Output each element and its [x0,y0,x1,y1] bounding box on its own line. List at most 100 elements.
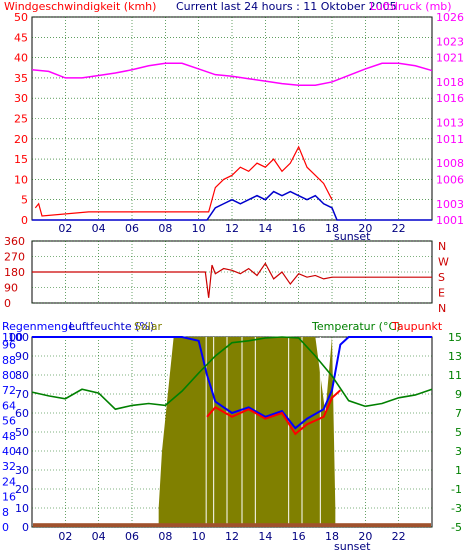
x-tick-label: 02 [58,530,72,543]
compass-label: S [438,271,445,284]
sunset-label-top: sunset [334,230,371,243]
x-tick-label: 16 [292,222,306,235]
wind-speed-legend: Windgeschwindigkeit (kmh) [4,0,156,13]
y-tick-label-temperature: -3 [451,502,462,515]
y-tick-label-humidity: 100 [8,331,29,344]
y-tick-label-rain: 80 [2,369,16,382]
y-tick-label-wind: 10 [14,173,28,186]
y-tick-label-direction: 360 [4,235,25,248]
x-tick-label: 12 [225,530,239,543]
y-tick-label-wind: 20 [14,133,28,146]
y-tick-label-temperature: 11 [448,369,462,382]
y-tick-label-wind: 30 [14,92,28,105]
y-tick-label-humidity: 40 [15,445,29,458]
y-tick-label-temperature: -5 [451,521,462,534]
y-tick-label-rain: 32 [2,460,16,473]
pressure-legend: Luftdruck (mb) [370,0,452,13]
x-tick-label: 06 [125,222,139,235]
panel-weather-combined-xticks: 02 04 06 08 10 12 14 16 18 20 22 [58,530,405,543]
temperature-legend: Temperatur (°C) [311,320,400,333]
y-tick-label-pressure: 1013 [436,117,464,130]
x-tick-label: 04 [92,222,106,235]
y-tick-label-pressure: 1006 [436,173,464,186]
y-tick-label-rain: 24 [2,475,16,488]
x-tick-label: 14 [258,222,272,235]
y-tick-label-humidity: 90 [15,350,29,363]
y-tick-label-wind: 45 [14,31,28,44]
x-tick-label: 08 [158,222,172,235]
chart-title: Current last 24 hours : 11 Oktober 2005 [176,0,397,13]
y-tick-label-rain: 56 [2,415,16,428]
wind-direction-line [32,262,432,298]
x-tick-label: 20 [358,222,372,235]
y-tick-label-pressure: 1001 [436,214,464,227]
y-tick-label-temperature: 5 [455,426,462,439]
y-tick-label-humidity: 60 [15,407,29,420]
y-tick-label-rain: 8 [2,506,9,519]
y-tick-label-rain: 96 [2,339,16,352]
y-tick-label-pressure: 1003 [436,198,464,211]
panel-weather-combined-axes: 15131197531-1-3-510096888072645648403224… [2,331,462,534]
sunset-label-bottom: sunset [334,540,371,552]
y-tick-label-rain: 16 [2,491,16,504]
y-tick-label-rain: 72 [2,384,16,397]
x-tick-label: 18 [325,530,339,543]
y-tick-label-wind: 35 [14,72,28,85]
x-tick-label: 16 [292,530,306,543]
x-tick-label: 04 [92,530,106,543]
y-tick-label-humidity: 70 [15,388,29,401]
temperature-line [31,336,433,411]
x-tick-label: 20 [358,530,372,543]
y-tick-label-rain: 64 [2,399,16,412]
x-tick-label: 14 [258,530,272,543]
panel-wind-pressure-xticks: 02 04 06 08 10 12 14 16 18 20 22 [58,222,405,235]
y-tick-label-rain: 88 [2,354,16,367]
compass-label: N [438,302,446,315]
y-tick-label-humidity: 80 [15,369,29,382]
y-tick-label-rain: 40 [2,445,16,458]
panel-wind-pressure-axes: 0 5 10 15 20 25 30 35 40 45 50 1001 1003 1006 1008 1011… [14,11,464,227]
y-tick-label-wind: 0 [21,214,28,227]
y-tick-label-direction: 270 [4,251,25,264]
rain-legend: Regenmenge [2,320,75,333]
y-tick-label-temperature: 13 [448,350,462,363]
x-tick-label: 08 [158,530,172,543]
x-tick-label: 18 [325,222,339,235]
y-tick-label-wind: 50 [14,11,28,24]
panel-wind-pressure-series [31,62,433,221]
panel-wind-pressure-grid [32,16,432,221]
x-tick-label: 22 [392,222,406,235]
y-tick-label-wind: 40 [14,52,28,65]
y-tick-label-humidity: 10 [15,502,29,515]
y-tick-label-temperature: 1 [455,464,462,477]
panel-wind-direction-series [32,262,432,298]
solar-legend: Solar [134,320,163,333]
dewpoint-legend: Taupunkt [391,320,443,333]
y-tick-label-humidity: 30 [15,464,29,477]
pressure-line [31,62,433,86]
y-tick-label-rain: 48 [2,430,16,443]
y-tick-label-direction: 90 [4,282,18,295]
y-tick-label-pressure: 1026 [436,11,464,24]
x-tick-label: 10 [192,222,206,235]
y-tick-label-humidity: 0 [22,521,29,534]
y-tick-label-pressure: 1011 [436,133,464,146]
compass-label: W [438,256,449,269]
y-tick-label-wind: 15 [14,153,28,166]
wind-avg-line [32,190,432,221]
y-tick-label-humidity: 50 [15,426,29,439]
dewpoint-line [206,389,342,436]
panel-weather-combined-series [31,336,433,527]
y-tick-label-temperature: 15 [448,331,462,344]
y-tick-label-rain: 100 [2,331,23,344]
y-tick-label-pressure: 1021 [436,52,464,65]
y-tick-label-direction: 0 [4,297,11,310]
y-tick-label-temperature: 7 [455,407,462,420]
y-tick-label-wind: 25 [14,113,28,126]
compass-label: N [438,240,446,253]
x-tick-label: 12 [225,222,239,235]
y-tick-label-temperature: 9 [455,388,462,401]
